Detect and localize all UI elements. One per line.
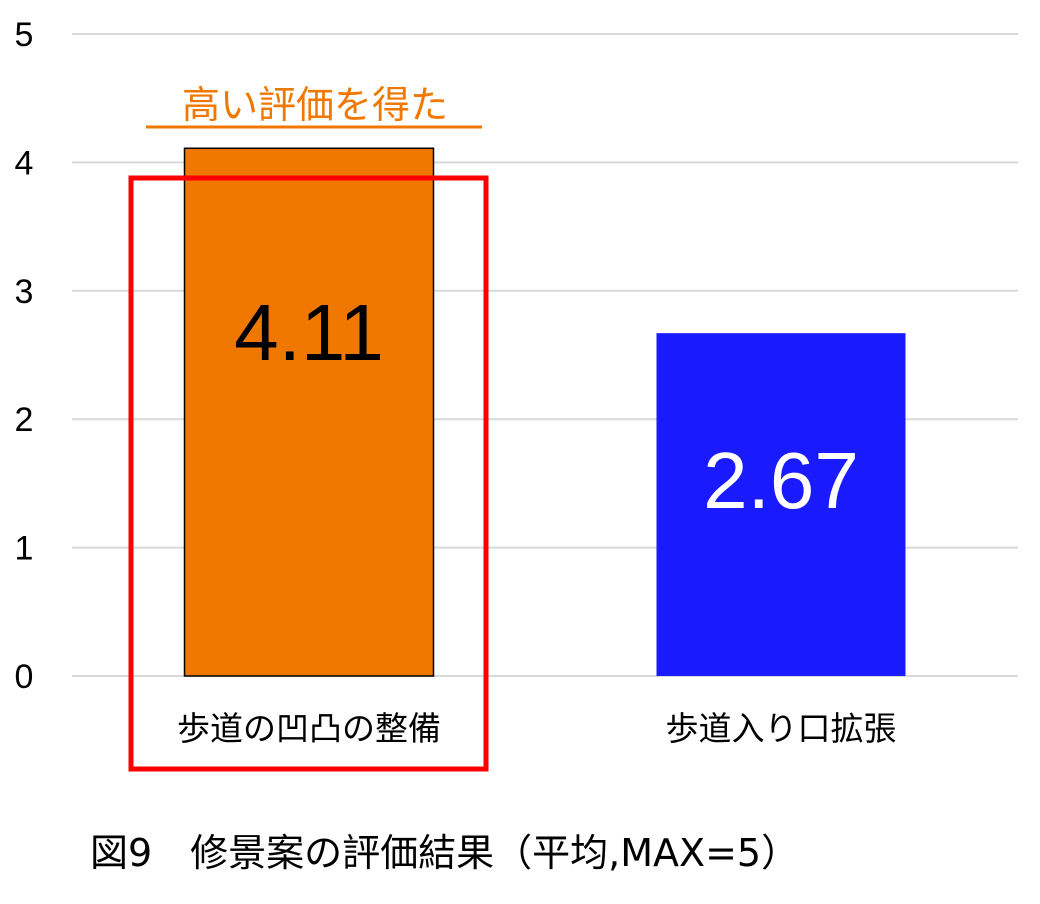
bar	[656, 333, 906, 676]
y-axis-ticks: 0 1 2 3 4 5	[15, 16, 34, 696]
x-tick-label: 歩道の凹凸の整備	[177, 709, 441, 748]
x-tick-label: 歩道入り口拡張	[666, 709, 897, 748]
highlight-box	[128, 175, 489, 772]
y-tick-label: 4	[15, 144, 34, 182]
data-label: 2.67	[703, 436, 859, 525]
annotation-text: 高い評価を得た	[182, 83, 448, 127]
y-tick-label: 3	[15, 273, 34, 311]
chart-title: 図9 修景案の評価結果（平均,MAX=5）	[90, 831, 799, 875]
y-tick-label: 1	[15, 530, 34, 568]
y-tick-label: 2	[15, 401, 34, 439]
x-axis-labels: 歩道の凹凸の整備 歩道入り口拡張	[177, 709, 897, 748]
bar	[183, 147, 435, 677]
y-tick-label: 0	[15, 658, 34, 696]
y-tick-label: 5	[15, 16, 34, 54]
data-label: 4.11	[234, 288, 384, 377]
bars: 4.11 2.67	[183, 147, 906, 677]
